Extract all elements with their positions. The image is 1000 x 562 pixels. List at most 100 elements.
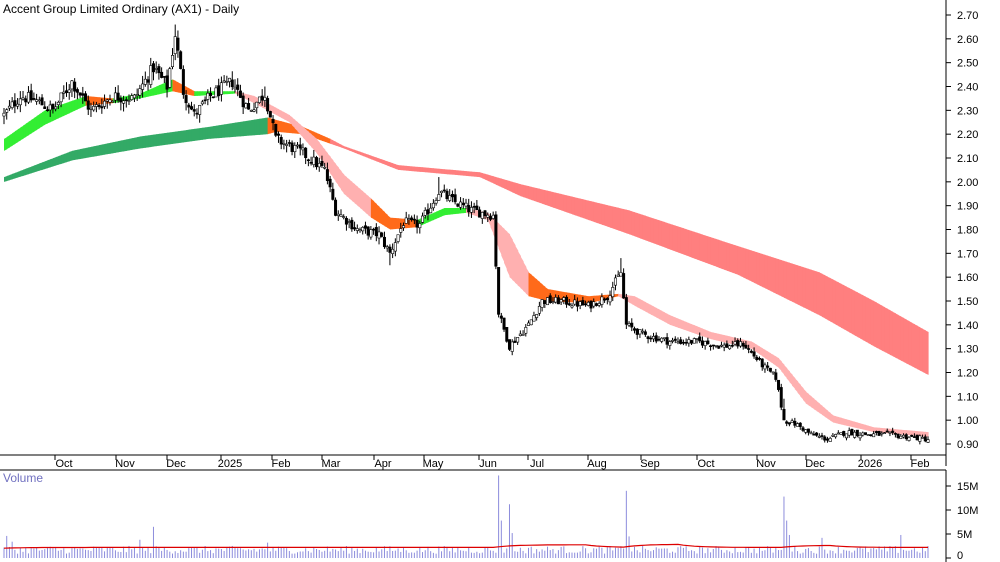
long-term-band-segment	[112, 141, 117, 154]
long-term-band-segment	[686, 229, 690, 257]
candle-body	[130, 95, 134, 100]
short-term-band-segment	[860, 423, 864, 430]
long-term-band-segment	[232, 122, 236, 137]
candle-body	[301, 147, 305, 151]
short-term-band-segment	[36, 114, 40, 130]
long-term-band-segment	[675, 225, 679, 253]
candle-body	[700, 340, 704, 346]
long-term-band-segment	[482, 173, 486, 180]
candle-body	[589, 300, 593, 309]
long-term-band-segment	[441, 168, 445, 174]
short-term-band-segment	[773, 354, 777, 366]
long-term-band-segment	[669, 223, 674, 251]
candle-body	[912, 436, 916, 438]
candle-body	[706, 340, 710, 345]
candle-body	[844, 433, 848, 439]
candle-body	[652, 336, 656, 340]
short-term-band-segment	[327, 153, 331, 174]
short-term-band-segment	[865, 424, 869, 431]
long-term-band-segment	[120, 139, 125, 152]
short-term-band-segment	[292, 117, 296, 129]
candle-body	[296, 144, 300, 147]
candle-body	[469, 207, 473, 213]
long-term-band-segment	[58, 155, 62, 165]
long-term-band-segment	[835, 280, 839, 327]
candle-body	[105, 99, 109, 102]
candle-body	[412, 218, 416, 221]
price-candles	[2, 24, 930, 445]
long-term-band-segment	[604, 204, 608, 227]
short-term-band-segment	[808, 393, 812, 408]
candle-body	[266, 98, 270, 112]
short-term-band-segment	[199, 91, 203, 96]
candle-body	[584, 303, 588, 306]
long-term-band-segment	[762, 254, 766, 289]
candle-body	[630, 322, 634, 328]
short-term-band-segment	[452, 208, 456, 215]
candle-body	[92, 105, 96, 111]
long-term-band-segment	[851, 289, 856, 336]
long-term-band-segment	[425, 167, 429, 173]
long-term-band-segment	[898, 314, 902, 361]
candle-body	[915, 434, 919, 441]
candle-body	[78, 92, 82, 96]
short-term-band-segment	[645, 302, 649, 314]
long-term-band-segment	[819, 272, 823, 317]
candle-body	[668, 341, 672, 346]
long-term-band-segment	[343, 146, 348, 150]
price-x-tick-label: Aug	[587, 458, 607, 470]
short-term-band-segment	[389, 217, 394, 230]
short-term-band-segment	[819, 403, 823, 415]
candle-body	[89, 107, 93, 110]
candle-body	[32, 98, 36, 100]
long-term-band-segment	[191, 128, 195, 142]
long-term-band-segment	[767, 255, 771, 291]
price-x-tick-label: May	[423, 458, 444, 470]
candle-body	[238, 90, 242, 98]
candle-body	[157, 66, 161, 74]
candle-body	[456, 203, 460, 207]
long-term-band-segment	[142, 135, 146, 149]
short-term-band-segment	[297, 122, 301, 135]
long-term-band-segment	[129, 138, 133, 151]
long-term-band-segment	[188, 129, 193, 142]
candle-body	[184, 95, 188, 104]
short-term-band-segment	[726, 335, 731, 344]
candle-body	[654, 335, 658, 342]
long-term-band-segment	[243, 120, 247, 137]
candle-body	[592, 301, 596, 307]
candle-body	[733, 341, 737, 345]
short-term-band-segment	[688, 323, 693, 333]
short-term-band-segment	[680, 319, 685, 330]
short-term-band-segment	[854, 421, 858, 429]
long-term-band-segment	[506, 180, 511, 192]
short-term-band-segment	[340, 171, 345, 194]
short-term-band-segment	[384, 212, 388, 228]
candle-body	[817, 435, 821, 438]
candle-body	[170, 55, 174, 68]
candle-body	[815, 432, 819, 436]
long-term-band-segment	[558, 193, 562, 211]
long-term-band-segment	[39, 162, 43, 171]
long-term-band-segment	[892, 311, 896, 358]
short-term-band-segment	[4, 137, 8, 151]
long-term-band-segment	[175, 131, 179, 144]
price-x-tick-label: Apr	[374, 458, 391, 470]
candle-body	[488, 216, 492, 220]
candle-body	[787, 422, 791, 425]
long-term-band-segment	[61, 153, 65, 164]
long-term-band-segment	[707, 236, 712, 265]
long-term-band-segment	[177, 130, 182, 144]
long-term-band-segment	[827, 276, 831, 322]
long-term-band-segment	[642, 214, 646, 241]
candle-body	[404, 217, 408, 224]
long-term-band-segment	[906, 319, 910, 365]
candle-body	[467, 205, 471, 213]
candle-body	[149, 65, 153, 85]
candle-body	[385, 246, 389, 249]
long-term-band-segment	[131, 137, 136, 150]
long-term-band-segment	[444, 169, 448, 175]
long-term-band-segment	[713, 238, 717, 267]
long-term-band-segment	[881, 305, 886, 353]
long-term-band-segment	[389, 162, 394, 168]
